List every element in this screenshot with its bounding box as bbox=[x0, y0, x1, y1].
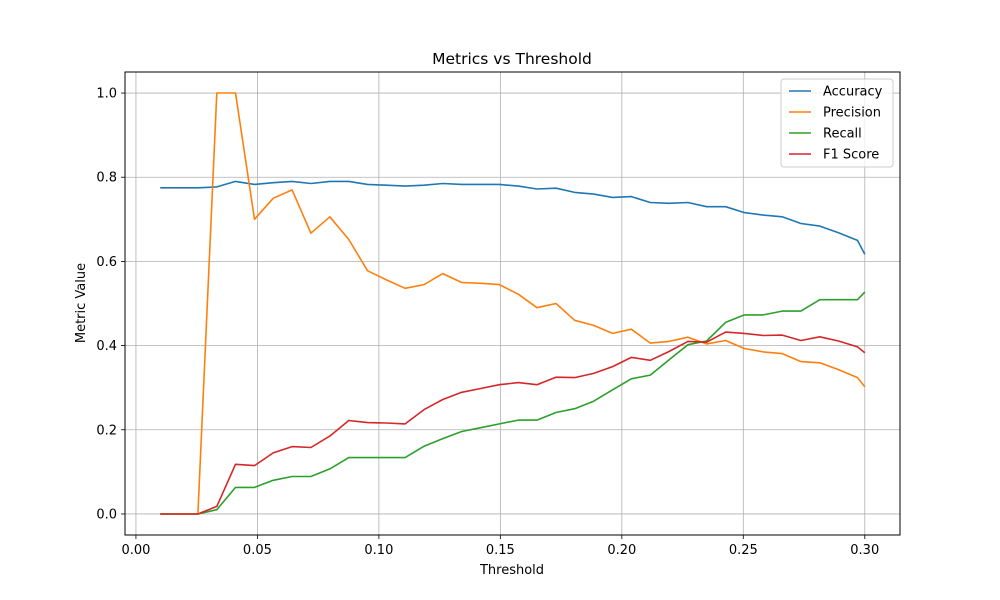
x-tick-label: 0.25 bbox=[729, 543, 758, 558]
y-tick-label: 0.8 bbox=[96, 171, 117, 186]
y-tick-label: 0.4 bbox=[96, 339, 117, 354]
plot-frame bbox=[124, 71, 901, 536]
precision-line bbox=[160, 92, 866, 515]
legend-label-accuracy: Accuracy bbox=[823, 85, 883, 100]
legend-label-f1-score: F1 Score bbox=[823, 148, 879, 163]
legend-label-precision: Precision bbox=[823, 106, 881, 121]
x-axis-title: Threshold bbox=[479, 563, 544, 578]
recall-line bbox=[160, 291, 866, 515]
grid bbox=[125, 72, 900, 535]
y-axis: 0.0 0.2 0.4 0.6 0.8 1.0 bbox=[96, 87, 125, 522]
accuracy-line bbox=[160, 180, 866, 255]
f1-score-line bbox=[160, 331, 866, 515]
legend: Accuracy Precision Recall F1 Score bbox=[780, 78, 894, 168]
y-tick-label: 0.0 bbox=[96, 507, 117, 522]
y-axis-title: Metric Value bbox=[74, 263, 89, 343]
x-tick-label: 0.30 bbox=[850, 543, 879, 558]
x-tick-label: 0.10 bbox=[364, 543, 393, 558]
legend-box bbox=[780, 78, 894, 168]
y-tick-label: 1.0 bbox=[96, 87, 117, 102]
chart-title: Metrics vs Threshold bbox=[432, 50, 592, 68]
x-tick-label: 0.05 bbox=[243, 543, 272, 558]
legend-label-recall: Recall bbox=[823, 127, 862, 142]
x-tick-label: 0.00 bbox=[121, 543, 150, 558]
x-tick-label: 0.15 bbox=[486, 543, 515, 558]
y-tick-label: 0.2 bbox=[96, 423, 117, 438]
y-tick-label: 0.6 bbox=[96, 255, 117, 270]
x-axis: 0.00 0.05 0.10 0.15 0.20 0.25 0.30 bbox=[121, 535, 879, 558]
x-tick-label: 0.20 bbox=[607, 543, 636, 558]
series-lines bbox=[160, 92, 866, 515]
